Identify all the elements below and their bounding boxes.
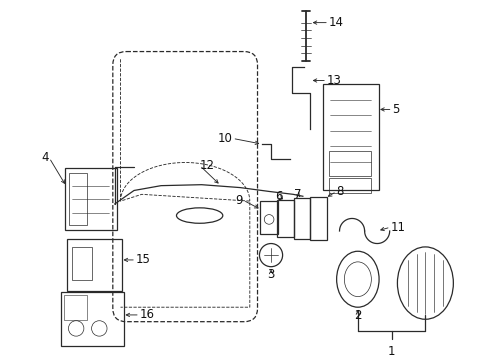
Text: 12: 12: [199, 159, 214, 172]
Text: 5: 5: [392, 103, 399, 116]
Text: 4: 4: [41, 151, 49, 164]
Text: 11: 11: [390, 221, 405, 234]
Text: 6: 6: [274, 190, 282, 203]
Text: 1: 1: [387, 345, 395, 358]
Text: 13: 13: [326, 74, 341, 87]
Text: 10: 10: [217, 132, 232, 145]
Text: 14: 14: [328, 16, 343, 29]
Text: 3: 3: [267, 268, 274, 281]
Text: 15: 15: [136, 253, 150, 266]
Text: 7: 7: [294, 188, 301, 201]
Text: 8: 8: [336, 185, 343, 198]
Text: 16: 16: [140, 309, 155, 321]
Text: 9: 9: [235, 194, 243, 207]
Text: 2: 2: [353, 309, 361, 323]
